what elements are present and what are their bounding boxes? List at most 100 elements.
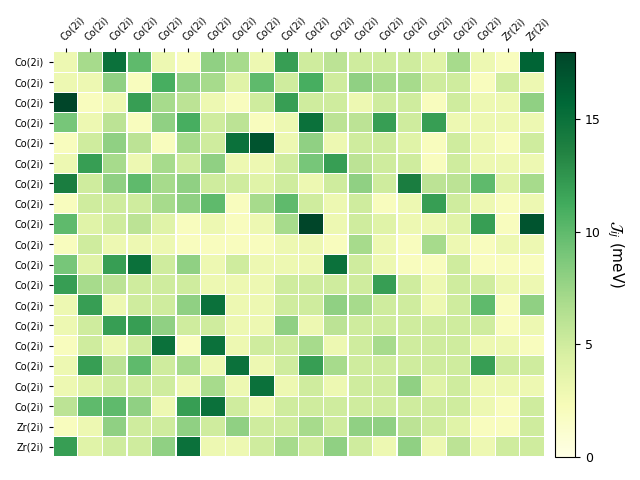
Bar [275,295,298,315]
Bar [496,235,519,254]
Bar [422,255,445,274]
Bar [275,174,298,193]
Bar [520,174,544,193]
Bar [201,174,225,193]
Bar [54,174,77,193]
Bar [349,194,372,214]
Bar [349,437,372,456]
Bar [79,52,102,72]
Bar [447,376,470,396]
Bar [103,72,126,92]
Bar [300,397,323,416]
Bar [520,336,544,355]
Bar [201,437,225,456]
Bar [177,275,200,294]
Bar [250,255,274,274]
Bar [127,316,151,335]
Bar [177,397,200,416]
Bar [152,194,175,214]
Bar [324,52,348,72]
Bar [127,255,151,274]
Bar [471,295,495,315]
Bar [275,437,298,456]
Bar [373,133,396,153]
Bar [127,336,151,355]
Bar [275,397,298,416]
Bar [422,356,445,375]
Bar [422,437,445,456]
Bar [373,336,396,355]
Bar [275,417,298,436]
Bar [300,336,323,355]
Bar [496,295,519,315]
Bar [275,376,298,396]
Bar [54,72,77,92]
Bar [226,316,249,335]
Bar [103,133,126,153]
Bar [177,235,200,254]
Bar [152,437,175,456]
Bar [127,397,151,416]
Bar [103,113,126,132]
Bar [349,397,372,416]
Bar [496,52,519,72]
Bar [54,133,77,153]
Bar [300,113,323,132]
Bar [422,93,445,112]
Bar [520,52,544,72]
Bar [324,336,348,355]
Bar [300,52,323,72]
Bar [79,417,102,436]
Bar [79,336,102,355]
Bar [324,437,348,456]
Bar [397,133,421,153]
Bar [520,356,544,375]
Bar [447,133,470,153]
Bar [520,417,544,436]
Bar [373,52,396,72]
Bar [397,356,421,375]
Bar [447,72,470,92]
Bar [127,194,151,214]
Bar [250,275,274,294]
Bar [250,356,274,375]
Bar [250,316,274,335]
Bar [373,275,396,294]
Bar [79,93,102,112]
Bar [201,113,225,132]
Bar [471,397,495,416]
Bar [152,113,175,132]
Bar [300,376,323,396]
Bar [471,376,495,396]
Bar [250,154,274,173]
Bar [79,437,102,456]
Bar [422,275,445,294]
Bar [373,194,396,214]
Bar [103,316,126,335]
Bar [422,72,445,92]
Bar [226,113,249,132]
Bar [373,295,396,315]
Bar [496,174,519,193]
Bar [127,376,151,396]
Bar [520,154,544,173]
Bar [471,93,495,112]
Bar [54,215,77,234]
Bar [520,113,544,132]
Bar [324,154,348,173]
Bar [226,255,249,274]
Bar [373,437,396,456]
Bar [127,133,151,153]
Bar [496,72,519,92]
Bar [54,295,77,315]
Bar [201,295,225,315]
Bar [397,437,421,456]
Bar [447,215,470,234]
Bar [373,215,396,234]
Bar [54,336,77,355]
Bar [201,235,225,254]
Bar [300,194,323,214]
Bar [300,437,323,456]
Bar [226,417,249,436]
Bar [152,72,175,92]
